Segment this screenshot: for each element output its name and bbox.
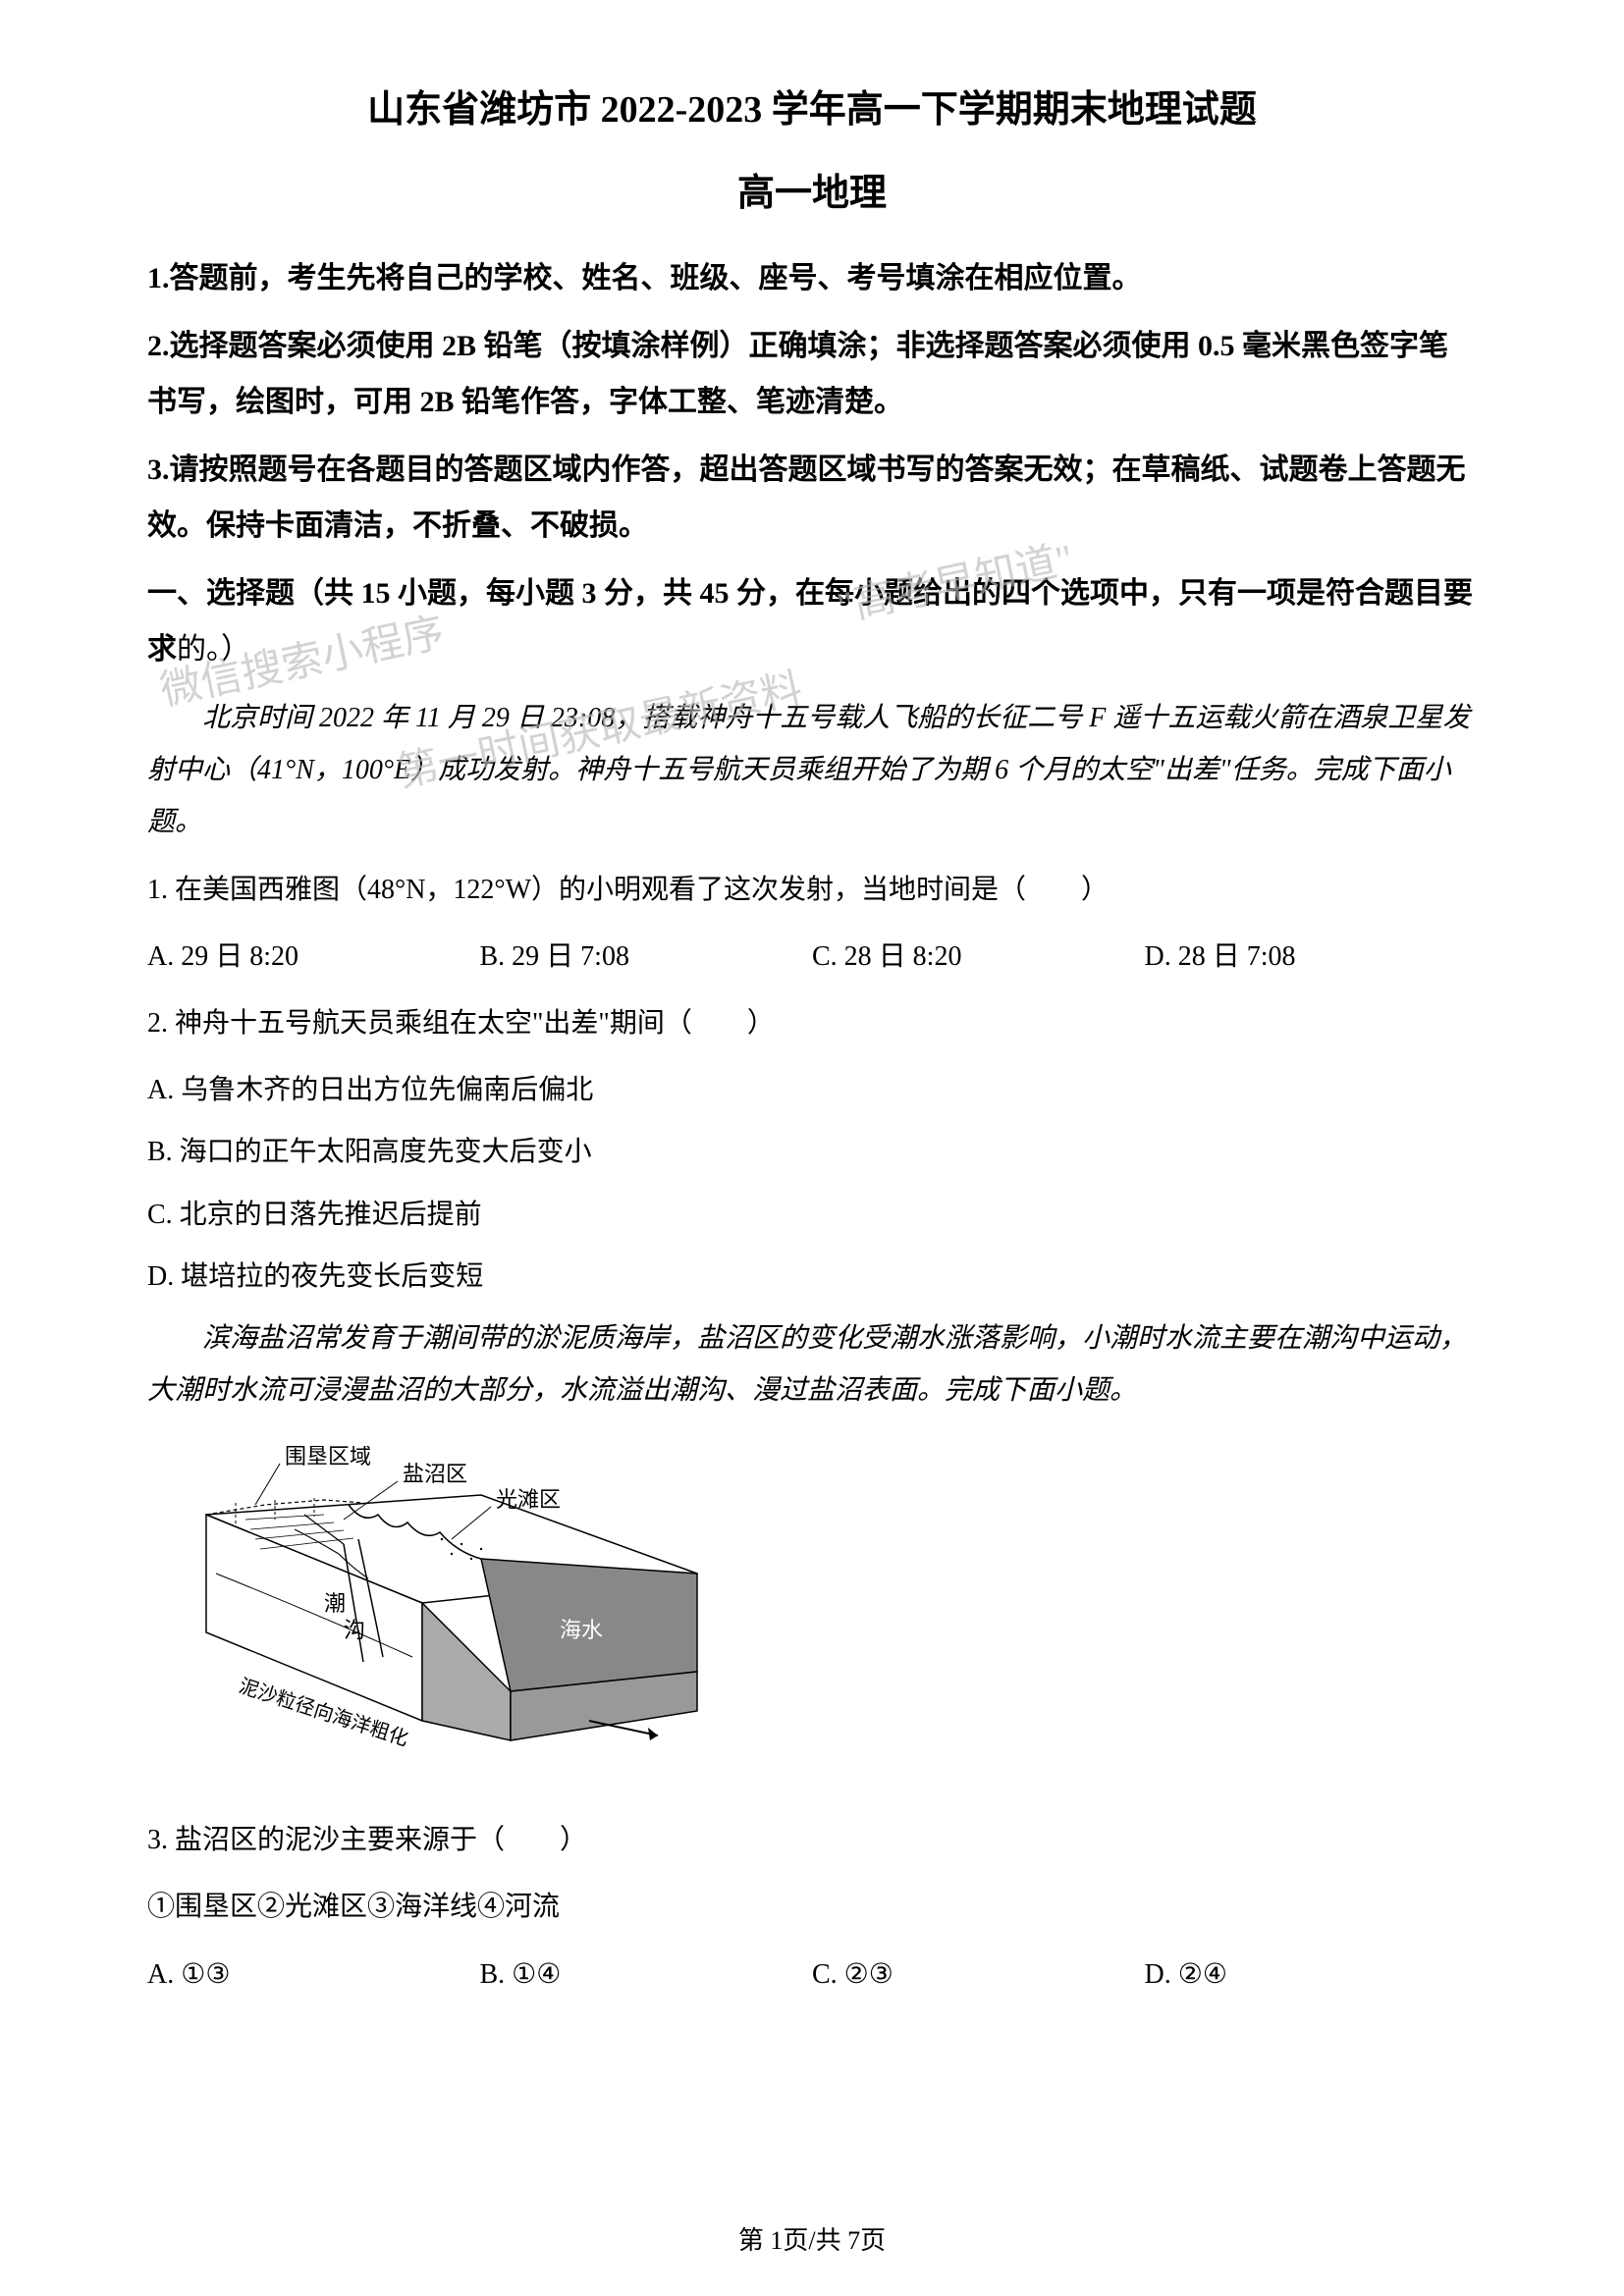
- q3-option-c: C. ②③: [812, 1949, 1145, 2001]
- q1-option-a: A. 29 日 8:20: [147, 931, 480, 983]
- q1-option-b: B. 29 日 7:08: [480, 931, 813, 983]
- label-chao: 潮: [324, 1591, 346, 1616]
- q2-option-d: D. 堪培拉的夜先变长后变短: [147, 1251, 1477, 1303]
- section-header-bold: 一、选择题（共 15 小题，每小题 3 分，共 45 分，在每小题给出的四个选项…: [147, 577, 1473, 666]
- exam-title-main: 山东省潍坊市 2022-2023 学年高一下学期期末地理试题: [147, 79, 1477, 133]
- question-1-options: A. 29 日 8:20 B. 29 日 7:08 C. 28 日 8:20 D…: [147, 931, 1477, 983]
- q3-option-d: D. ②④: [1145, 1949, 1478, 2001]
- instruction-3: 3.请按照题号在各题目的答题区域内作答，超出答题区域书写的答案无效；在草稿纸、试…: [147, 442, 1477, 554]
- q3-option-b: B. ①④: [480, 1949, 813, 2001]
- question-3-subopts: ①围垦区②光滩区③海洋线④河流: [147, 1881, 1477, 1933]
- q1-option-c: C. 28 日 8:20: [812, 931, 1145, 983]
- label-haishui: 海水: [560, 1618, 603, 1642]
- section-1-header: 一、选择题（共 15 小题，每小题 3 分，共 45 分，在每小题给出的四个选项…: [147, 565, 1477, 677]
- page-footer: 第 1页/共 7页: [0, 2220, 1624, 2257]
- passage-2: 滨海盐沼常发育于潮间带的淤泥质海岸，盐沼区的变化受潮水涨落影响，小潮时水流主要在…: [147, 1312, 1477, 1416]
- instruction-1: 1.答题前，考生先将自己的学校、姓名、班级、座号、考号填涂在相应位置。: [147, 250, 1477, 306]
- label-yanzhao: 盐沼区: [403, 1462, 467, 1486]
- passage-1: 北京时间 2022 年 11 月 29 日 23:08，搭载神舟十五号载人飞船的…: [147, 692, 1477, 849]
- coastal-svg: 围垦区域 盐沼区 光滩区 潮 沟 海水 泥沙粒径向海洋粗化: [147, 1446, 756, 1780]
- q2-option-a: A. 乌鲁木齐的日出方位先偏南后偏北: [147, 1064, 1477, 1116]
- label-gou: 沟: [344, 1618, 365, 1642]
- question-3-text: 3. 盐沼区的泥沙主要来源于（ ）: [147, 1814, 1477, 1866]
- section-header-normal: 的。）: [177, 633, 250, 666]
- q2-option-c: C. 北京的日落先推迟后提前: [147, 1189, 1477, 1241]
- label-guangtan: 光滩区: [496, 1487, 561, 1512]
- q1-option-d: D. 28 日 7:08: [1145, 931, 1478, 983]
- figure-coastal-diagram: 围垦区域 盐沼区 光滩区 潮 沟 海水 泥沙粒径向海洋粗化: [147, 1446, 1477, 1785]
- label-weiken: 围垦区域: [285, 1446, 371, 1468]
- q2-option-b: B. 海口的正午太阳高度先变大后变小: [147, 1126, 1477, 1178]
- question-1-text: 1. 在美国西雅图（48°N，122°W）的小明观看了这次发射，当地时间是（ ）: [147, 864, 1477, 916]
- question-3-options: A. ①③ B. ①④ C. ②③ D. ②④: [147, 1949, 1477, 2001]
- question-2-text: 2. 神舟十五号航天员乘组在太空"出差"期间（ ）: [147, 997, 1477, 1049]
- instruction-2: 2.选择题答案必须使用 2B 铅笔（按填涂样例）正确填涂；非选择题答案必须使用 …: [147, 318, 1477, 430]
- q3-option-a: A. ①③: [147, 1949, 480, 2001]
- exam-title-sub: 高一地理: [147, 162, 1477, 216]
